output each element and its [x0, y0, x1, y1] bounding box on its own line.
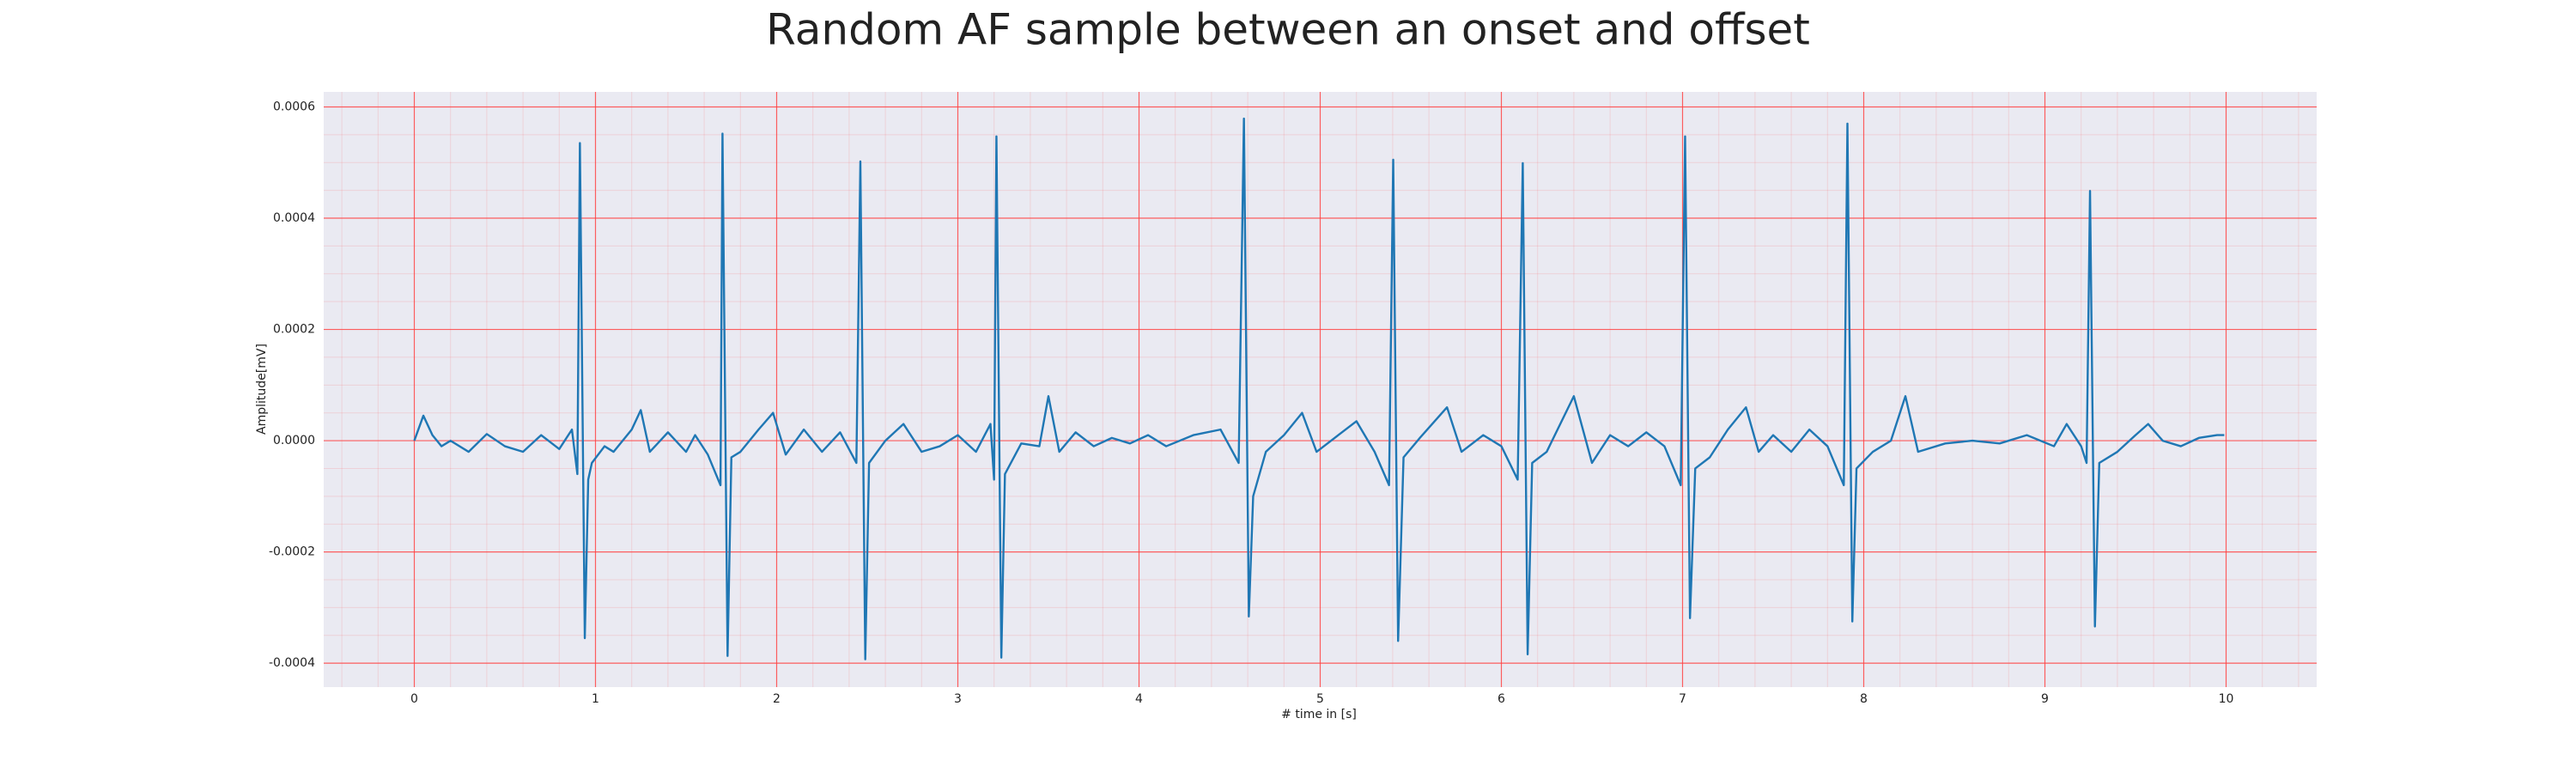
x-tick-label: 10	[2219, 692, 2234, 706]
y-tick-label: -0.0004	[269, 656, 315, 670]
y-tick-label: 0.0006	[273, 100, 315, 113]
y-tick-label: 0.0004	[273, 211, 315, 225]
y-tick-label: -0.0002	[269, 545, 315, 559]
y-tick-label: 0.0000	[273, 434, 315, 447]
x-tick-label: 8	[1860, 692, 1868, 706]
x-tick-label: 3	[954, 692, 962, 706]
y-axis-label: Amplitude[mV]	[255, 344, 269, 435]
chart-title: Random AF sample between an onset and of…	[766, 5, 1810, 55]
x-tick-label: 5	[1316, 692, 1324, 706]
x-tick-label: 7	[1679, 692, 1686, 706]
x-tick-label: 9	[2041, 692, 2049, 706]
x-axis-label: # time in [s]	[1281, 708, 1357, 721]
x-tick-label: 4	[1135, 692, 1143, 706]
y-tick-label: 0.0002	[273, 323, 315, 337]
x-tick-label: 0	[410, 692, 418, 706]
x-tick-label: 2	[773, 692, 781, 706]
x-tick-label: 6	[1498, 692, 1505, 706]
signal-line	[413, 117, 2225, 660]
x-tick-label: 1	[592, 692, 599, 706]
